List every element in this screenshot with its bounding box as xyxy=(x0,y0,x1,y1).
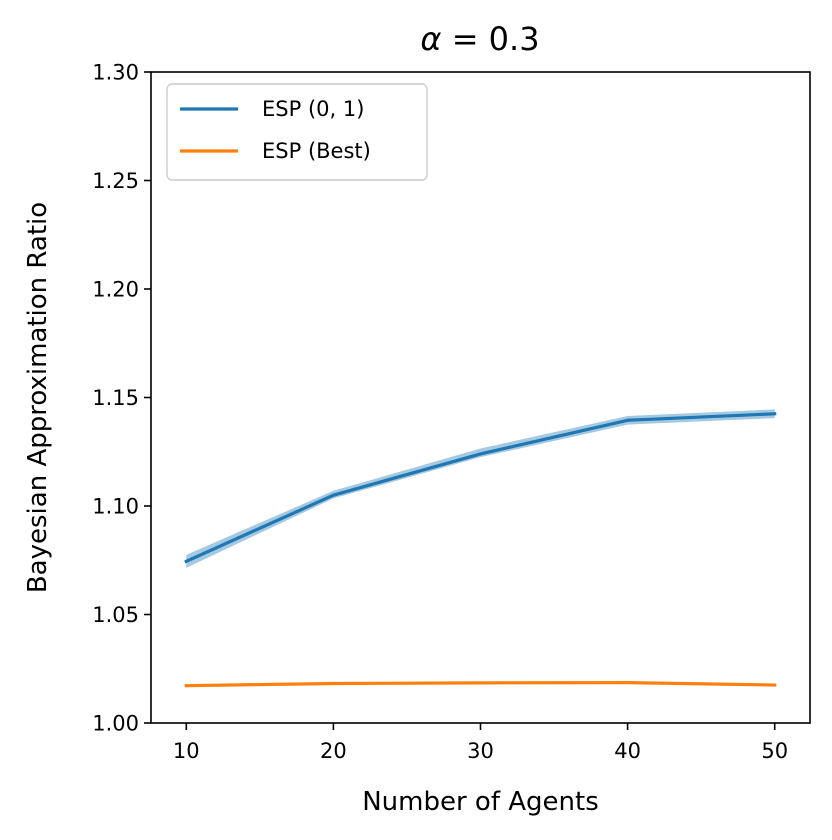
y-axis: 1.00 1.05 1.10 1.15 1.20 1.25 1.30 xyxy=(92,61,151,736)
legend-label-esp-best: ESP (Best) xyxy=(262,139,371,163)
line-esp-0-1 xyxy=(184,412,777,564)
series-lines xyxy=(184,412,777,688)
x-tick-label-50: 50 xyxy=(761,739,788,763)
chart-title-value: = 0.3 xyxy=(442,20,540,58)
chart-title-symbol: α xyxy=(420,20,441,58)
x-axis-label: Number of Agents xyxy=(362,787,599,817)
line-esp-best xyxy=(184,681,777,688)
legend: ESP (0, 1) ESP (Best) xyxy=(166,83,428,181)
y-axis-label: Bayesian Approximation Ratio xyxy=(23,202,53,593)
x-tick-label-20: 20 xyxy=(320,739,347,763)
chart-title: α = 0.3 xyxy=(420,20,539,58)
y-tick-label-1.10: 1.10 xyxy=(92,495,139,519)
y-tick-label-1.05: 1.05 xyxy=(92,603,139,627)
y-tick-label-1.30: 1.30 xyxy=(92,61,139,85)
x-tick-label-10: 10 xyxy=(173,739,200,763)
legend-label-esp-0-1: ESP (0, 1) xyxy=(262,97,364,121)
x-axis: 10 20 30 40 50 xyxy=(173,723,788,763)
x-tick-label-40: 40 xyxy=(614,739,641,763)
y-tick-label-1.20: 1.20 xyxy=(92,278,139,302)
x-tick-label-30: 30 xyxy=(467,739,494,763)
y-tick-label-1.25: 1.25 xyxy=(92,169,139,193)
y-tick-label-1.00: 1.00 xyxy=(92,712,139,736)
y-tick-label-1.15: 1.15 xyxy=(92,386,139,410)
